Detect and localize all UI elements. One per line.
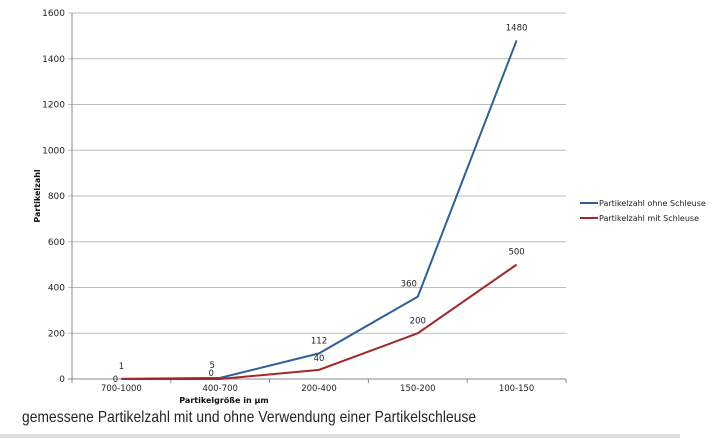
x-tick-label: 100-150 <box>499 384 535 394</box>
y-tick-label: 1200 <box>42 101 65 111</box>
figure-caption: gemessene Partikelzahl mit und ohne Verw… <box>22 409 477 426</box>
y-tick-label: 600 <box>48 238 65 248</box>
x-tick-label: 200-400 <box>301 384 337 394</box>
data-label: 1 <box>119 362 124 372</box>
x-axis-title: Partikelgröße in µm <box>179 396 268 405</box>
y-tick-label: 200 <box>48 329 65 339</box>
data-label: 360 <box>401 280 417 290</box>
divider <box>0 434 680 438</box>
y-tick-label: 400 <box>48 284 65 294</box>
data-label: 5 <box>209 361 214 371</box>
x-tick-label: 400-700 <box>202 384 238 394</box>
y-tick-label: 1400 <box>42 55 65 65</box>
y-tick-label: 0 <box>59 375 65 385</box>
data-label: 40 <box>314 354 325 364</box>
y-tick-label: 1000 <box>42 146 65 156</box>
x-tick-label: 700-1000 <box>101 384 142 394</box>
data-label: 112 <box>311 336 327 346</box>
legend-label: Partikelzahl ohne Schleuse <box>599 199 706 208</box>
data-label: 0 <box>208 369 213 379</box>
y-tick-label: 800 <box>48 192 65 202</box>
data-label: 1480 <box>506 23 528 33</box>
y-axis-title: Partikelzahl <box>33 169 42 223</box>
series-line <box>121 263 518 380</box>
data-label: 500 <box>508 248 524 258</box>
legend-label: Partikelzahl mit Schleuse <box>599 214 699 223</box>
data-label: 0 <box>113 375 118 385</box>
y-tick-label: 1600 <box>42 9 65 19</box>
data-label: 200 <box>410 316 426 326</box>
x-tick-label: 150-200 <box>400 384 436 394</box>
series-line <box>121 40 518 380</box>
